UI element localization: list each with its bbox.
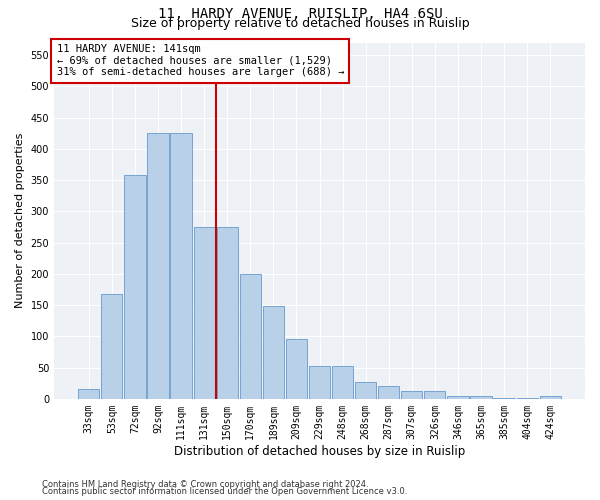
Bar xyxy=(124,175,146,399)
Text: Contains HM Land Registry data © Crown copyright and database right 2024.: Contains HM Land Registry data © Crown c… xyxy=(42,480,368,489)
Bar xyxy=(424,390,445,399)
Bar xyxy=(239,274,261,399)
Text: 11, HARDY AVENUE, RUISLIP, HA4 6SU: 11, HARDY AVENUE, RUISLIP, HA4 6SU xyxy=(158,8,442,22)
Bar xyxy=(170,133,191,399)
Bar xyxy=(401,390,422,399)
Text: Size of property relative to detached houses in Ruislip: Size of property relative to detached ho… xyxy=(131,18,469,30)
Bar xyxy=(470,396,491,399)
Text: 11 HARDY AVENUE: 141sqm
← 69% of detached houses are smaller (1,529)
31% of semi: 11 HARDY AVENUE: 141sqm ← 69% of detache… xyxy=(56,44,344,78)
Text: Contains public sector information licensed under the Open Government Licence v3: Contains public sector information licen… xyxy=(42,488,407,496)
Bar xyxy=(263,306,284,399)
Bar xyxy=(194,227,215,399)
Bar xyxy=(355,382,376,399)
Bar xyxy=(517,398,538,399)
Bar xyxy=(217,227,238,399)
Bar xyxy=(78,390,100,399)
Bar xyxy=(286,340,307,399)
Y-axis label: Number of detached properties: Number of detached properties xyxy=(15,133,25,308)
X-axis label: Distribution of detached houses by size in Ruislip: Distribution of detached houses by size … xyxy=(174,444,465,458)
Bar xyxy=(378,386,400,399)
Bar xyxy=(148,133,169,399)
Bar xyxy=(332,366,353,399)
Bar xyxy=(101,294,122,399)
Bar xyxy=(448,396,469,399)
Bar xyxy=(493,398,515,399)
Bar xyxy=(309,366,330,399)
Bar xyxy=(539,396,561,399)
